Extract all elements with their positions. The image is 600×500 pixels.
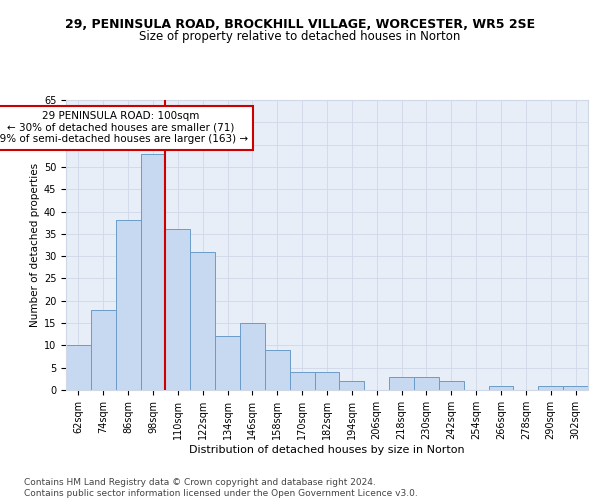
Text: 29, PENINSULA ROAD, BROCKHILL VILLAGE, WORCESTER, WR5 2SE: 29, PENINSULA ROAD, BROCKHILL VILLAGE, W… xyxy=(65,18,535,30)
Bar xyxy=(414,376,439,390)
Bar xyxy=(91,310,116,390)
Bar xyxy=(488,386,514,390)
Bar xyxy=(439,381,464,390)
Text: Size of property relative to detached houses in Norton: Size of property relative to detached ho… xyxy=(139,30,461,43)
Bar xyxy=(66,346,91,390)
Bar xyxy=(340,381,364,390)
Bar xyxy=(166,230,190,390)
Bar xyxy=(215,336,240,390)
Bar xyxy=(389,376,414,390)
Bar xyxy=(265,350,290,390)
Bar xyxy=(314,372,340,390)
Bar xyxy=(116,220,140,390)
Y-axis label: Number of detached properties: Number of detached properties xyxy=(29,163,40,327)
Bar xyxy=(563,386,588,390)
Bar xyxy=(290,372,314,390)
X-axis label: Distribution of detached houses by size in Norton: Distribution of detached houses by size … xyxy=(189,444,465,454)
Text: 29 PENINSULA ROAD: 100sqm
← 30% of detached houses are smaller (71)
69% of semi-: 29 PENINSULA ROAD: 100sqm ← 30% of detac… xyxy=(0,111,248,144)
Text: Contains HM Land Registry data © Crown copyright and database right 2024.
Contai: Contains HM Land Registry data © Crown c… xyxy=(24,478,418,498)
Bar xyxy=(240,323,265,390)
Bar xyxy=(190,252,215,390)
Bar xyxy=(140,154,166,390)
Bar xyxy=(538,386,563,390)
